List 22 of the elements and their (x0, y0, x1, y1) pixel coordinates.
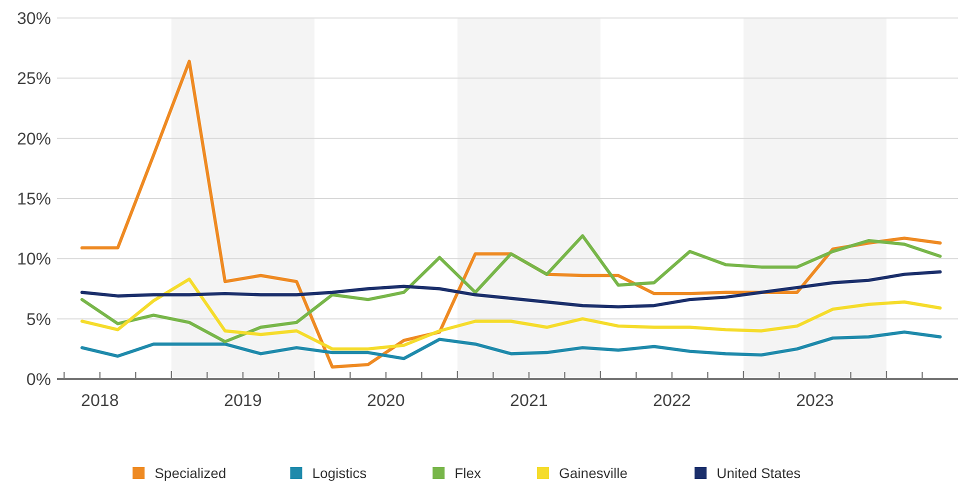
y-tick-label: 10% (16, 250, 51, 269)
y-tick-label: 15% (16, 189, 51, 208)
legend-label: Flex (454, 464, 482, 481)
x-tick-label: 2021 (510, 391, 548, 410)
x-tick-label: 2020 (367, 391, 405, 410)
y-tick-label: 5% (26, 310, 51, 329)
x-tick-label: 2018 (80, 391, 119, 410)
y-tick-label: 30% (16, 8, 51, 28)
x-tick-label: 2019 (224, 391, 262, 410)
y-tick-label: 20% (16, 129, 51, 148)
legend-label: United States (716, 464, 801, 481)
line-series (80, 330, 942, 360)
x-tick-label: 2022 (653, 391, 691, 410)
line-series (80, 278, 942, 351)
legend-label: Gainesville (559, 464, 628, 481)
x-tick-label: 2023 (796, 391, 834, 410)
legend-label: Logistics (312, 464, 367, 481)
line-series (80, 234, 942, 344)
y-tick-label: 0% (26, 370, 51, 389)
y-tick-label: 25% (16, 69, 51, 88)
line-series (80, 270, 942, 308)
legend-label: Specialized (154, 464, 226, 481)
